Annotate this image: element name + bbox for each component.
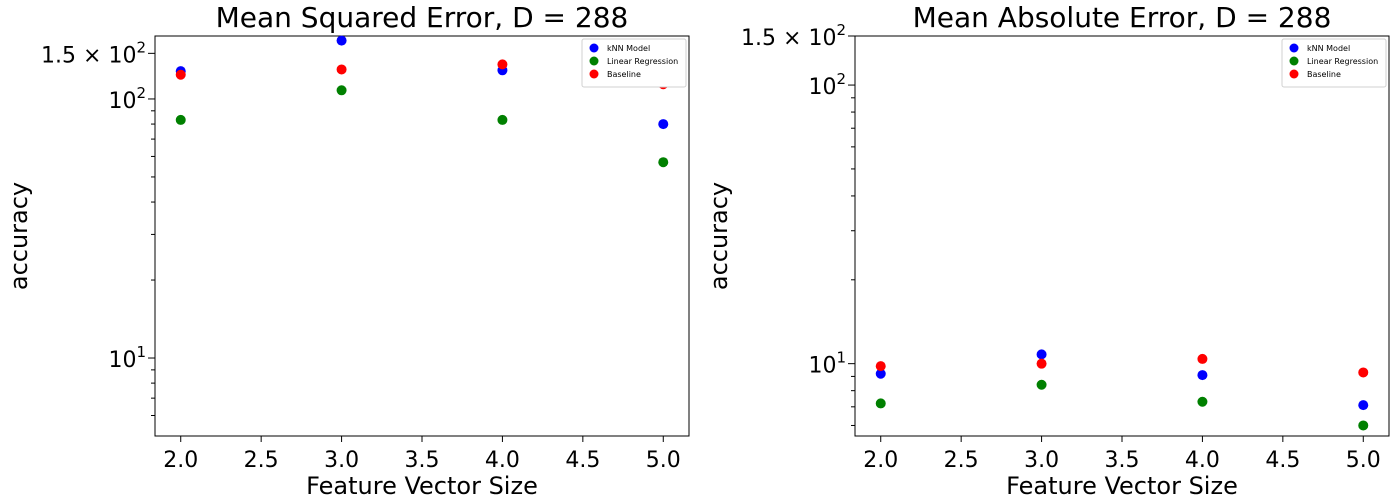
x-tick-label: 3.5 <box>405 448 440 473</box>
x-tick-label: 4.0 <box>1185 448 1220 473</box>
y-tick-label: 101 <box>808 349 846 379</box>
legend-label: Baseline <box>607 70 641 79</box>
x-tick-label: 5.0 <box>646 448 681 473</box>
point-knn-model <box>658 119 669 130</box>
x-tick-label: 4.0 <box>485 448 520 473</box>
legend-marker <box>1289 56 1299 66</box>
legend-label: kNN Model <box>607 44 650 53</box>
x-tick-label: 3.0 <box>1024 448 1059 473</box>
point-baseline <box>336 64 347 75</box>
point-baseline <box>175 69 186 80</box>
y-tick-label: 101 <box>108 343 146 373</box>
legend-marker <box>589 56 599 66</box>
point-linear-regression <box>1036 379 1047 390</box>
legend-marker <box>589 43 599 53</box>
y-tick-label: 102 <box>108 84 146 114</box>
x-tick-label: 2.0 <box>163 448 198 473</box>
point-linear-regression <box>336 85 347 96</box>
y-axis-label: accuracy <box>705 182 733 290</box>
point-knn-model <box>1197 370 1208 381</box>
point-baseline <box>497 59 508 70</box>
plot-frame <box>854 35 1390 437</box>
point-linear-regression <box>658 157 669 168</box>
point-knn-model <box>1036 349 1047 360</box>
legend-label: Linear Regression <box>1307 57 1378 66</box>
legend: kNN Model Linear Regression Baseline <box>1281 38 1387 88</box>
point-baseline <box>1358 367 1369 378</box>
x-tick-label: 5.0 <box>1346 448 1381 473</box>
y-tick-label: 1.5 × 102 <box>41 38 146 68</box>
legend-label: Linear Regression <box>607 57 678 66</box>
x-tick-label: 4.5 <box>565 448 600 473</box>
point-linear-regression <box>1358 420 1369 431</box>
plot-frame <box>154 35 690 437</box>
y-tick-label: 1.5 × 102 <box>741 21 846 51</box>
point-knn-model <box>336 35 347 46</box>
x-tick-label: 2.0 <box>863 448 898 473</box>
legend-label: Baseline <box>1307 70 1341 79</box>
legend: kNN Model Linear Regression Baseline <box>581 38 687 88</box>
x-axis-label: Feature Vector Size <box>1006 472 1238 500</box>
x-axis-label: Feature Vector Size <box>306 472 538 500</box>
point-linear-regression <box>1197 396 1208 407</box>
y-axis-label: accuracy <box>5 182 33 290</box>
chart-panel-1: Mean Squared Error, D = 288 Feature Vecto… <box>5 1 690 500</box>
x-tick-label: 3.0 <box>324 448 359 473</box>
x-tick-label: 2.5 <box>244 448 279 473</box>
x-tick-label: 3.5 <box>1105 448 1140 473</box>
legend-marker <box>1289 43 1299 53</box>
x-tick-label: 4.5 <box>1265 448 1300 473</box>
point-linear-regression <box>875 398 886 409</box>
x-tick-label: 2.5 <box>944 448 979 473</box>
point-linear-regression <box>175 114 186 125</box>
legend-box <box>581 38 687 88</box>
point-knn-model <box>1358 400 1369 411</box>
legend-marker <box>1289 69 1299 79</box>
point-baseline <box>1036 358 1047 369</box>
legend-label: kNN Model <box>1307 44 1350 53</box>
chart-title: Mean Absolute Error, D = 288 <box>913 1 1332 34</box>
point-baseline <box>1197 353 1208 364</box>
chart-panel-2: Mean Absolute Error, D = 288 Feature Vect… <box>705 1 1390 500</box>
y-tick-label: 102 <box>808 70 846 100</box>
point-knn-model <box>875 368 886 379</box>
chart-title: Mean Squared Error, D = 288 <box>216 1 629 34</box>
point-linear-regression <box>497 114 508 125</box>
legend-box <box>1281 38 1387 88</box>
point-baseline <box>875 361 886 372</box>
legend-marker <box>589 69 599 79</box>
